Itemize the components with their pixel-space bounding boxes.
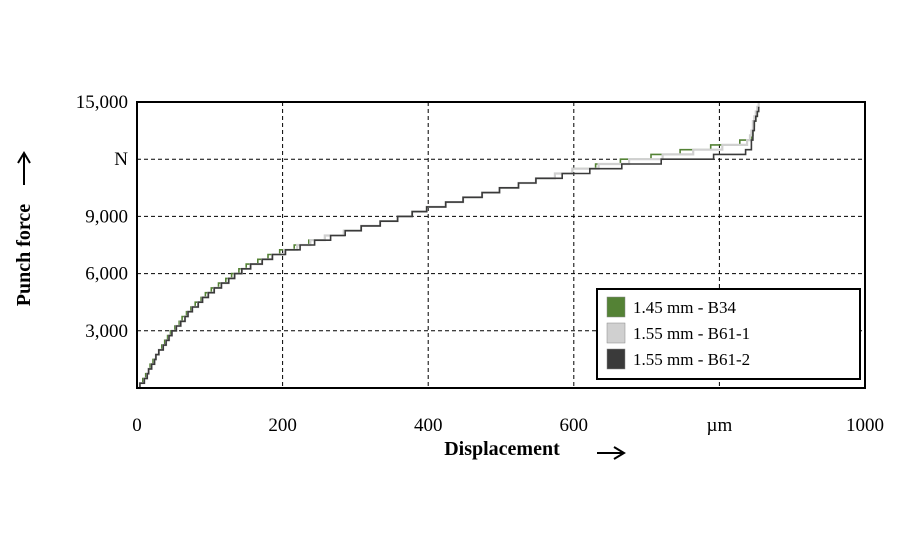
y-axis-arrow-icon bbox=[17, 151, 31, 185]
x-axis-label: Displacement bbox=[444, 438, 560, 460]
y-tick-label: 6,000 bbox=[85, 264, 128, 285]
legend-swatch bbox=[606, 322, 626, 344]
y-axis-label: Punch force bbox=[13, 204, 35, 307]
x-tick-label: 400 bbox=[414, 415, 443, 436]
y-tick-label: 3,000 bbox=[85, 321, 128, 342]
x-tick-label: 0 bbox=[132, 415, 142, 436]
x-tick-label: 600 bbox=[560, 415, 589, 436]
y-tick-label: N bbox=[114, 149, 128, 170]
legend-swatch bbox=[606, 348, 626, 370]
legend-box bbox=[596, 288, 861, 380]
x-axis-arrow-icon bbox=[597, 446, 626, 460]
series-layer bbox=[137, 102, 760, 390]
y-tick-label: 15,000 bbox=[76, 92, 128, 113]
x-tick-label: µm bbox=[707, 415, 733, 436]
legend-entry-label: 1.55 mm - B61-1 bbox=[633, 324, 750, 343]
y-tick-label: 9,000 bbox=[85, 206, 128, 227]
x-axis-title: Displacement bbox=[444, 438, 626, 460]
x-tick-label: 200 bbox=[268, 415, 297, 436]
x-tick-label: 1000 bbox=[846, 415, 884, 436]
legend-entry-label: 1.55 mm - B61-2 bbox=[633, 350, 750, 369]
tick-labels: 0 200 400 600 µm 1000 3,000 6,000 9,000 N 15,000 bbox=[76, 92, 884, 436]
series-line bbox=[137, 106, 760, 389]
y-axis-title: Punch force bbox=[13, 151, 35, 307]
grid-lines bbox=[137, 102, 865, 388]
legend-swatch bbox=[606, 296, 626, 318]
plot-frame bbox=[136, 101, 866, 389]
legend: 1.45 mm - B34 1.55 mm - B61-1 1.55 mm - B6… bbox=[596, 288, 861, 380]
legend-entry-label: 1.45 mm - B34 bbox=[633, 298, 736, 317]
